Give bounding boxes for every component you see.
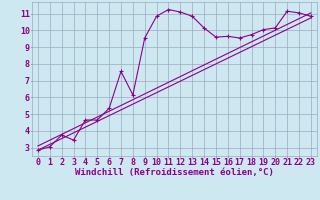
X-axis label: Windchill (Refroidissement éolien,°C): Windchill (Refroidissement éolien,°C) [75,168,274,177]
